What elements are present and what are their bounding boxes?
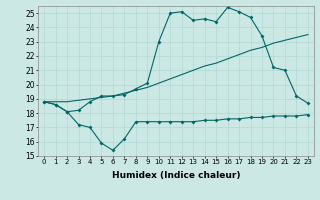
X-axis label: Humidex (Indice chaleur): Humidex (Indice chaleur) — [112, 171, 240, 180]
